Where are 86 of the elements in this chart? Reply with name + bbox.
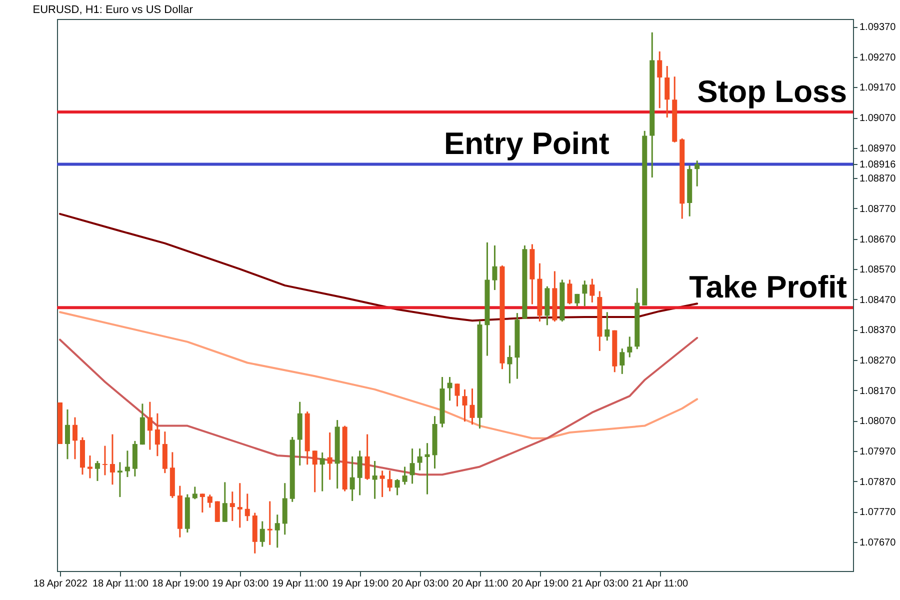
- x-tick-label: 19 Apr 19:00: [332, 578, 390, 590]
- candlestick: [590, 278, 595, 304]
- candlestick: [192, 486, 198, 500]
- candlestick: [627, 336, 632, 358]
- y-tick-label: 1.08270: [860, 356, 896, 367]
- chart-title: EURUSD, H1: Euro vs US Dollar: [32, 4, 194, 16]
- candlestick: [454, 382, 460, 408]
- candlestick: [470, 388, 475, 426]
- y-tick-label: 1.08970: [860, 143, 896, 154]
- candlestick: [274, 514, 280, 548]
- x-tick-label: 20 Apr 03:00: [392, 578, 450, 590]
- candlestick: [64, 408, 70, 460]
- candlestick: [237, 482, 242, 528]
- candlestick: [507, 344, 512, 384]
- x-tick-label: 20 Apr 11:00: [452, 578, 509, 590]
- ref-line-label: Take Profit: [689, 270, 847, 305]
- candlestick: [664, 65, 670, 118]
- x-tick-label: 21 Apr 03:00: [572, 578, 629, 590]
- candlestick: [364, 434, 370, 481]
- candlestick: [230, 490, 235, 522]
- candlestick: [394, 478, 400, 496]
- y-tick-label: 1.08670: [860, 234, 896, 246]
- x-tick-label: 18 Apr 19:00: [152, 578, 210, 590]
- candlestick: [462, 388, 468, 422]
- y-tick-label: 1.08870: [860, 174, 896, 185]
- candlestick: [694, 160, 700, 188]
- candlestick: [214, 500, 220, 523]
- y-tick-label: 1.08170: [860, 386, 896, 397]
- candlestick: [604, 311, 610, 342]
- y-tick-label: 1.08470: [860, 294, 896, 306]
- candlestick: [574, 293, 580, 307]
- candlestick: [447, 376, 452, 402]
- x-tick-label: 18 Apr 11:00: [92, 578, 149, 590]
- candlestick: [244, 492, 250, 522]
- candlestick: [312, 450, 318, 493]
- y-tick-label: 1.07670: [860, 537, 896, 548]
- candlestick: [357, 450, 362, 496]
- candlestick: [387, 470, 392, 492]
- ref-line-label: Stop Loss: [697, 74, 847, 110]
- candlestick: [207, 494, 212, 508]
- y-tick-label: 1.09170: [860, 82, 896, 94]
- candlestick: [417, 448, 422, 472]
- candlestick: [267, 500, 272, 546]
- candlestick: [320, 452, 325, 492]
- candlestick: [222, 481, 228, 523]
- candlestick: [327, 432, 332, 481]
- y-tick-label: 1.08770: [860, 204, 896, 215]
- candlestick: [424, 442, 430, 496]
- y-tick-label: 1.09070: [860, 113, 896, 124]
- y-tick-label: 1.07970: [860, 446, 896, 458]
- candlestick: [372, 460, 378, 500]
- x-tick-label: 20 Apr 19:00: [512, 578, 569, 590]
- candlestick: [72, 416, 78, 460]
- candlestick: [124, 450, 130, 478]
- candlestick: [492, 244, 498, 291]
- candlestick: [567, 278, 572, 305]
- x-tick-label: 19 Apr 03:00: [212, 578, 270, 590]
- candlestick: [657, 50, 662, 109]
- y-tick-label: 1.07770: [860, 507, 896, 518]
- x-tick-label: 21 Apr 11:00: [632, 578, 689, 590]
- y-tick-label: 1.08916: [860, 160, 896, 171]
- candlestick: [94, 460, 100, 482]
- candlestick: [200, 492, 205, 514]
- candlestick: [582, 280, 588, 307]
- candlestick: [102, 445, 108, 476]
- y-tick-label: 1.09270: [860, 52, 896, 64]
- x-tick-label: 19 Apr 11:00: [272, 578, 329, 590]
- candlestick: [380, 470, 385, 498]
- candlestick: [147, 401, 152, 450]
- candlestick: [110, 434, 115, 486]
- candlestick: [410, 448, 415, 484]
- candlestick: [260, 520, 265, 548]
- candlestick: [350, 456, 355, 502]
- y-tick-label: 1.08070: [860, 416, 896, 428]
- y-tick-label: 1.08570: [860, 264, 896, 276]
- candlestick: [402, 466, 408, 486]
- y-tick-label: 1.07870: [860, 476, 896, 488]
- candlestick: [620, 348, 625, 375]
- y-tick-label: 1.09370: [860, 22, 896, 34]
- y-tick-label: 1.08370: [860, 325, 896, 336]
- x-tick-label: 18 Apr 2022: [34, 578, 88, 590]
- candlestick: [154, 412, 160, 457]
- line-series: [59, 311, 698, 440]
- candlestick: [117, 461, 122, 498]
- ref-line-label: Entry Point: [444, 126, 610, 162]
- candlestick: [87, 454, 92, 479]
